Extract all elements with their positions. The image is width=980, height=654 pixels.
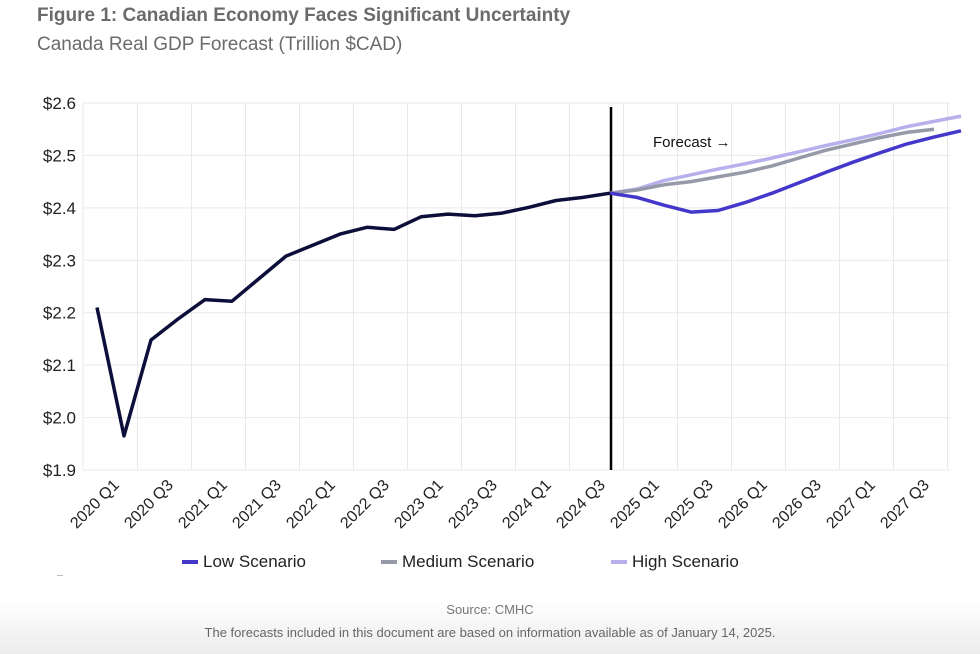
legend-label-low: Low Scenario [203, 552, 307, 571]
x-tick-label: 2026 Q3 [769, 477, 824, 532]
chart-legend: Low Scenario Medium Scenario High Scenar… [0, 552, 980, 576]
legend-swatch-low [182, 560, 198, 564]
x-tick-label: 2024 Q1 [499, 477, 554, 532]
x-tick-label: 2025 Q3 [661, 477, 716, 532]
y-tick-label: $2.3 [43, 251, 76, 270]
y-tick-label: $1.9 [43, 461, 76, 480]
y-tick-label: $2.6 [43, 94, 76, 113]
legend-scroll-dash [57, 575, 63, 576]
x-tick-label: 2022 Q3 [337, 477, 392, 532]
x-tick-label: 2023 Q3 [445, 477, 500, 532]
x-tick-label: 2026 Q1 [715, 477, 770, 532]
forecast-disclaimer: The forecasts included in this document … [204, 625, 776, 640]
footer-fade [0, 600, 980, 654]
y-tick-label: $2.2 [43, 304, 76, 323]
chart-subtitle: Canada Real GDP Forecast (Trillion $CAD) [37, 34, 403, 55]
x-tick-label: 2027 Q3 [877, 477, 932, 532]
y-tick-label: $2.4 [43, 199, 76, 218]
y-tick-label: $2.0 [43, 409, 76, 428]
x-tick-label: 2022 Q1 [283, 477, 338, 532]
x-tick-label: 2025 Q1 [607, 477, 662, 532]
series-line-actual [95, 191, 611, 438]
legend-label-high: High Scenario [632, 552, 739, 571]
y-tick-label: $2.5 [43, 146, 76, 165]
x-tick-label: 2020 Q3 [121, 477, 176, 532]
legend-swatch-high [611, 560, 627, 564]
series-line-low-scenario [609, 129, 962, 214]
legend-item-high[interactable]: High Scenario [611, 552, 739, 572]
legend-item-low[interactable]: Low Scenario [182, 552, 306, 572]
x-tick-label: 2021 Q1 [175, 477, 230, 532]
legend-item-medium[interactable]: Medium Scenario [381, 552, 534, 572]
legend-swatch-medium [381, 560, 397, 564]
series-line-high-scenario [609, 114, 962, 195]
legend-label-medium: Medium Scenario [402, 552, 535, 571]
x-tick-label: 2024 Q3 [553, 477, 608, 532]
figure-title: Figure 1: Canadian Economy Faces Signifi… [37, 5, 571, 26]
y-tick-label: $2.1 [43, 356, 76, 375]
forecast-annotation: Forecast → [653, 134, 731, 151]
x-tick-label: 2023 Q1 [391, 477, 446, 532]
source-note: Source: CMHC [446, 602, 534, 617]
x-tick-label: 2021 Q3 [229, 477, 284, 532]
x-tick-label: 2027 Q1 [823, 477, 878, 532]
x-tick-label: 2020 Q1 [67, 477, 122, 532]
